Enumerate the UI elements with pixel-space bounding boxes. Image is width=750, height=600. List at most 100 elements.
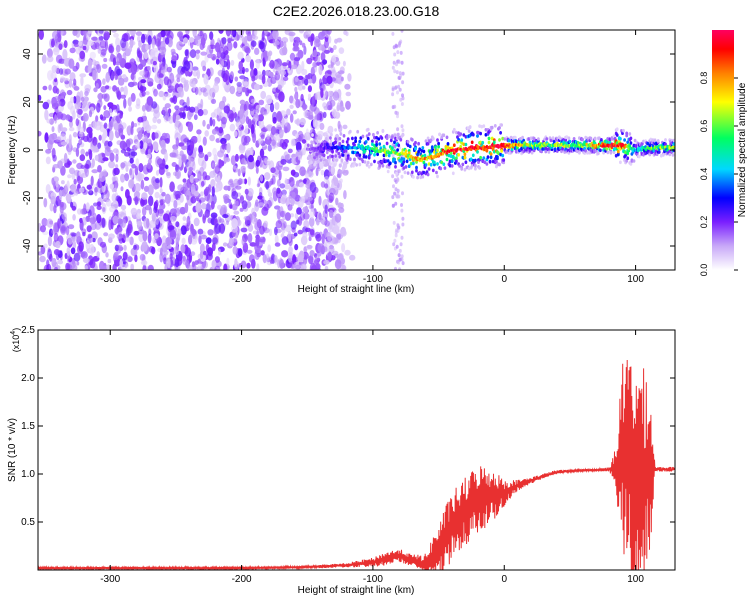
- spectrogram-cell: [164, 164, 169, 170]
- spectrogram-cell: [480, 124, 484, 129]
- spectrogram-cell: [52, 154, 57, 162]
- spectrogram-cell: [234, 76, 239, 82]
- spectrogram-cell: [388, 161, 392, 165]
- spectrogram-cell: [209, 117, 213, 127]
- chart-title: C2E2.2026.018.23.00.G18: [273, 3, 440, 19]
- spectrogram-cell: [401, 133, 405, 137]
- spectrogram-cell: [147, 138, 152, 147]
- spectrogram-cell: [207, 151, 212, 157]
- spectrogram-cell: [623, 138, 626, 142]
- spectrogram-cell: [259, 174, 264, 182]
- spectrogram-cell: [153, 132, 159, 139]
- spectrogram-cell: [634, 144, 638, 148]
- spectrogram-cell: [202, 108, 208, 116]
- spectrogram-cell: [397, 42, 401, 46]
- spectrogram-cell: [202, 171, 208, 181]
- spectrogram-cell: [102, 157, 109, 162]
- spectrogram-cell: [329, 154, 332, 158]
- spectrogram-cell: [264, 55, 269, 62]
- spectrogram-cell: [544, 149, 548, 154]
- spectrogram-cell: [78, 241, 84, 252]
- spectrogram-cell: [87, 58, 93, 68]
- spectrogram-cell: [260, 90, 267, 100]
- spectrogram-cell: [98, 171, 106, 183]
- spectrogram-cell: [129, 157, 134, 164]
- spectrogram-cell: [407, 164, 411, 168]
- spectrogram-cell: [287, 231, 292, 242]
- spectrogram-cell: [206, 68, 211, 77]
- spectrogram-cell: [142, 206, 147, 217]
- spectrogram-cell: [218, 100, 226, 110]
- spectrogram-cell: [338, 136, 342, 141]
- spectrogram-cell: [495, 160, 498, 164]
- spectrogram-cell: [192, 70, 198, 77]
- spectrogram-cell: [414, 146, 417, 151]
- spectrogram-cell: [88, 110, 93, 118]
- spectrogram-cell: [179, 107, 186, 112]
- spectrogram-cell: [396, 188, 400, 193]
- spectrogram-cell: [435, 170, 438, 175]
- spectrogram-cell: [352, 150, 355, 155]
- spectrogram-cell: [112, 215, 119, 225]
- spectrogram-cell: [463, 152, 467, 156]
- spectrogram-cell: [324, 183, 329, 189]
- spectrogram-cell: [664, 138, 667, 142]
- spectrogram-cell: [545, 137, 549, 141]
- spectrogram-cell: [498, 162, 501, 167]
- spectrogram-cell: [122, 74, 127, 79]
- spectrogram-cell: [143, 176, 150, 181]
- spectrogram-cell: [436, 138, 439, 142]
- spectrogram-cell: [166, 66, 172, 73]
- spectrogram-cell: [207, 45, 211, 51]
- spectrogram-cell: [184, 202, 189, 214]
- spectrogram-cell: [226, 220, 229, 226]
- spectrogram-cell: [271, 175, 276, 185]
- spectrogram-cell: [348, 157, 352, 161]
- spectrogram-cell: [160, 30, 166, 38]
- spectrogram-cell: [217, 248, 222, 256]
- spectrogram-cell: [337, 70, 345, 75]
- spectrogram-cell: [282, 46, 288, 56]
- spectrogram-cell: [382, 153, 386, 158]
- spectrogram-cell: [391, 146, 394, 150]
- spectrogram-cell: [478, 166, 481, 170]
- spectrogram-cell: [347, 73, 352, 82]
- spectrogram-cell: [345, 100, 351, 110]
- spectrogram-cell: [99, 40, 107, 49]
- spectrogram-cell: [346, 156, 350, 160]
- spectrogram-cell: [221, 140, 226, 150]
- spectrogram-cell: [131, 163, 137, 169]
- spectrogram-cell: [202, 65, 207, 72]
- spectrogram-cell: [327, 251, 332, 261]
- spectrogram-cell: [625, 131, 629, 136]
- spectrogram-cell: [578, 151, 581, 155]
- spectrogram-cell: [130, 30, 136, 36]
- spectrogram-cell: [121, 233, 128, 239]
- spectrogram-cell: [211, 242, 216, 252]
- spectrogram-cell: [396, 178, 400, 183]
- spectrogram-cell: [564, 138, 568, 142]
- spectrogram-cell: [375, 142, 378, 147]
- spectrogram-cell: [244, 36, 248, 46]
- spectrogram-cell: [446, 145, 450, 150]
- spectrogram-cell: [381, 128, 385, 133]
- spectrogram-cell: [342, 169, 349, 176]
- spectrogram-cell: [68, 78, 73, 88]
- spectrogram-cell: [422, 160, 426, 165]
- spectrogram-cell: [352, 163, 355, 168]
- spectrogram-cell: [82, 45, 87, 51]
- spectrogram-cell: [392, 203, 395, 208]
- spectrogram-cell: [401, 148, 405, 152]
- spectrogram-cell: [272, 111, 278, 122]
- spectrogram-cell: [394, 233, 398, 238]
- spectrogram-cell: [260, 134, 265, 140]
- spectrogram-cell: [344, 249, 351, 256]
- spectrogram-cell: [329, 96, 333, 103]
- spectrogram-cell: [155, 170, 160, 176]
- spectrogram-cell: [339, 132, 343, 136]
- spectrogram-cell: [367, 132, 371, 136]
- spectrogram-cell: [255, 199, 259, 207]
- spectrogram-cell: [295, 53, 300, 58]
- spectrogram-cell: [398, 248, 402, 253]
- spectrogram-cell: [73, 86, 80, 91]
